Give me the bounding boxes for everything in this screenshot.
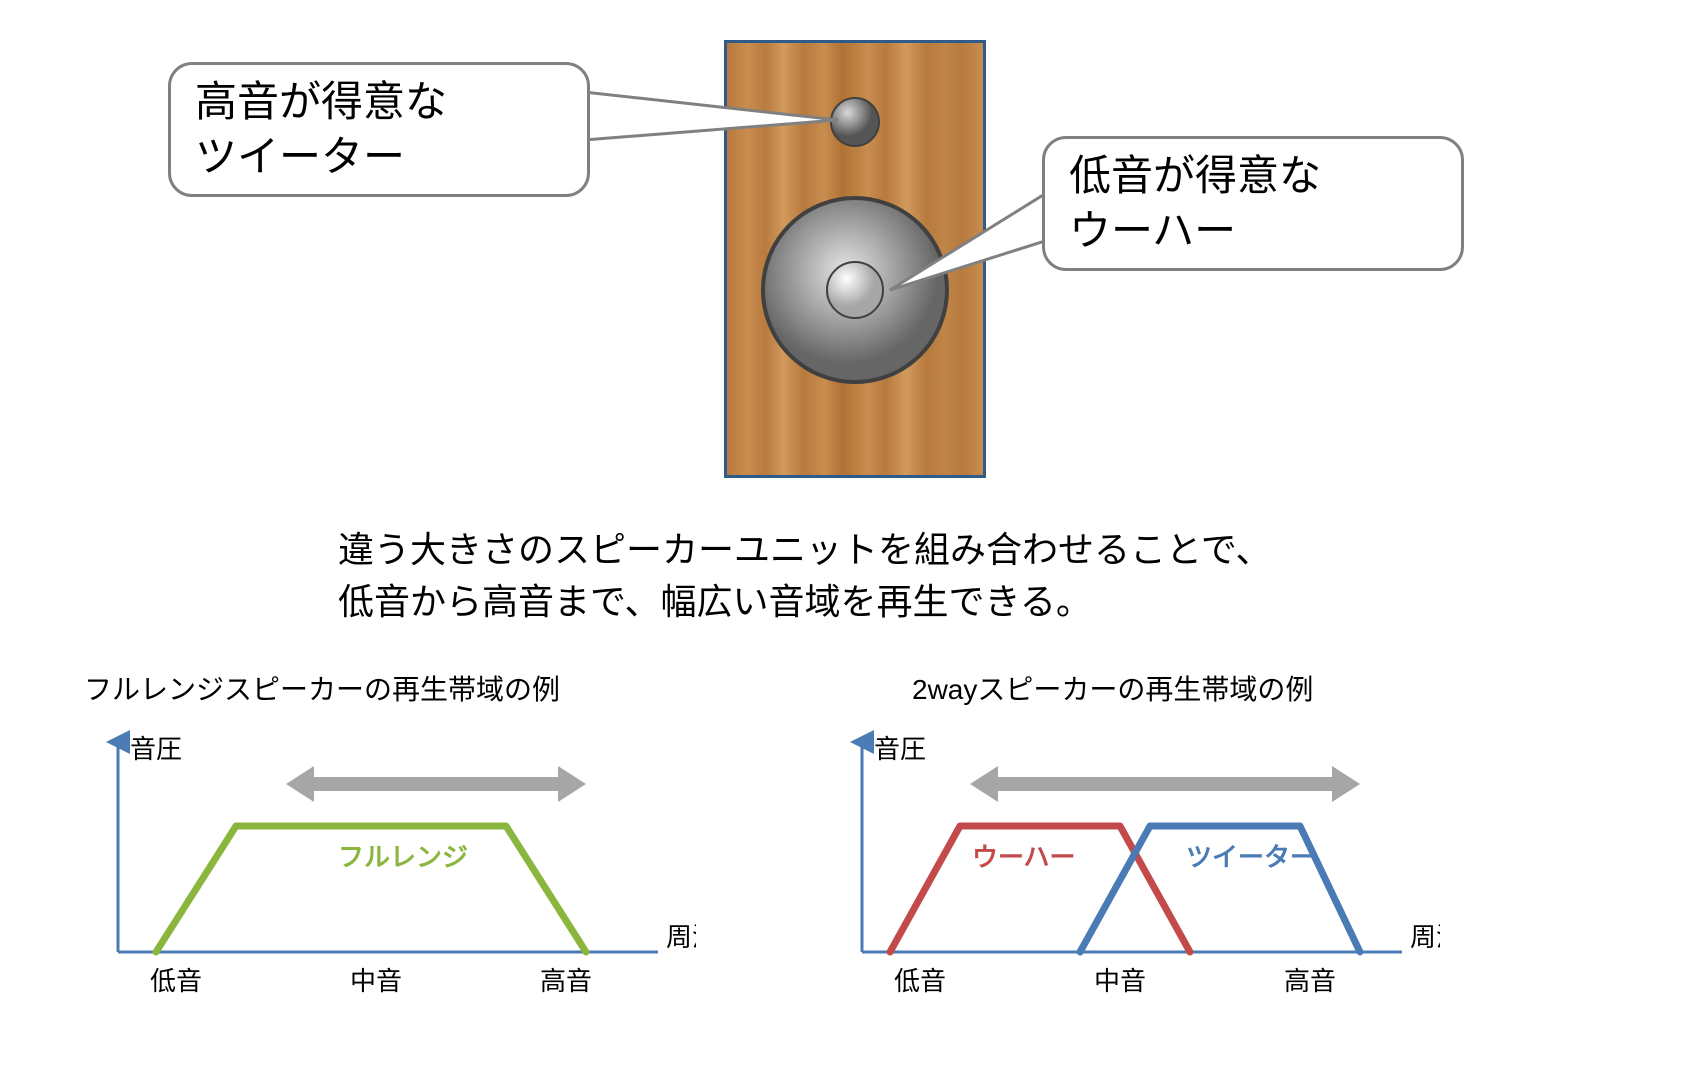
woofer-callout-pointer [890,192,1048,290]
woofer-callout: 低音が得意な ウーハー [1042,136,1464,271]
body-line2: 低音から高音まで、幅広い音域を再生できる。 [338,576,1271,628]
woofer-callout-line2: ウーハー [1069,204,1437,259]
tweeter-callout: 高音が得意な ツイーター [168,62,590,197]
svg-text:中音: 中音 [350,966,402,996]
tweeter-callout-pointer [584,92,838,140]
svg-text:フルレンジ: フルレンジ [338,842,468,872]
right-chart-svg: ウーハー ツイーター 音圧周波数低音 中音 高音 [800,702,1440,1012]
left-chart-svg: フルレンジ 音圧周波数低音 中音 高音 [56,702,696,1012]
woofer-callout-line1: 低音が得意な [1069,149,1437,204]
svg-text:高音: 高音 [1284,966,1336,996]
tweeter-callout-line1: 高音が得意な [195,75,563,130]
svg-text:中音: 中音 [1094,966,1146,996]
svg-text:ウーハー: ウーハー [972,842,1075,872]
explanatory-text: 違う大きさのスピーカーユニットを組み合わせることで、 低音から高音まで、幅広い音… [338,524,1271,628]
svg-text:音圧: 音圧 [874,734,926,764]
svg-text:ツイーター: ツイーター [1186,842,1316,872]
svg-text:音圧: 音圧 [130,734,182,764]
svg-text:低音: 低音 [894,966,946,996]
svg-text:周波数: 周波数 [666,922,696,952]
svg-text:高音: 高音 [540,966,592,996]
right-chart: ウーハー ツイーター 音圧周波数低音 中音 高音 [800,702,1440,1012]
left-chart: フルレンジ 音圧周波数低音 中音 高音 [56,702,696,1012]
body-line1: 違う大きさのスピーカーユニットを組み合わせることで、 [338,524,1271,576]
svg-text:低音: 低音 [150,966,202,996]
svg-text:周波数: 周波数 [1410,922,1440,952]
tweeter-callout-line2: ツイーター [195,130,563,185]
